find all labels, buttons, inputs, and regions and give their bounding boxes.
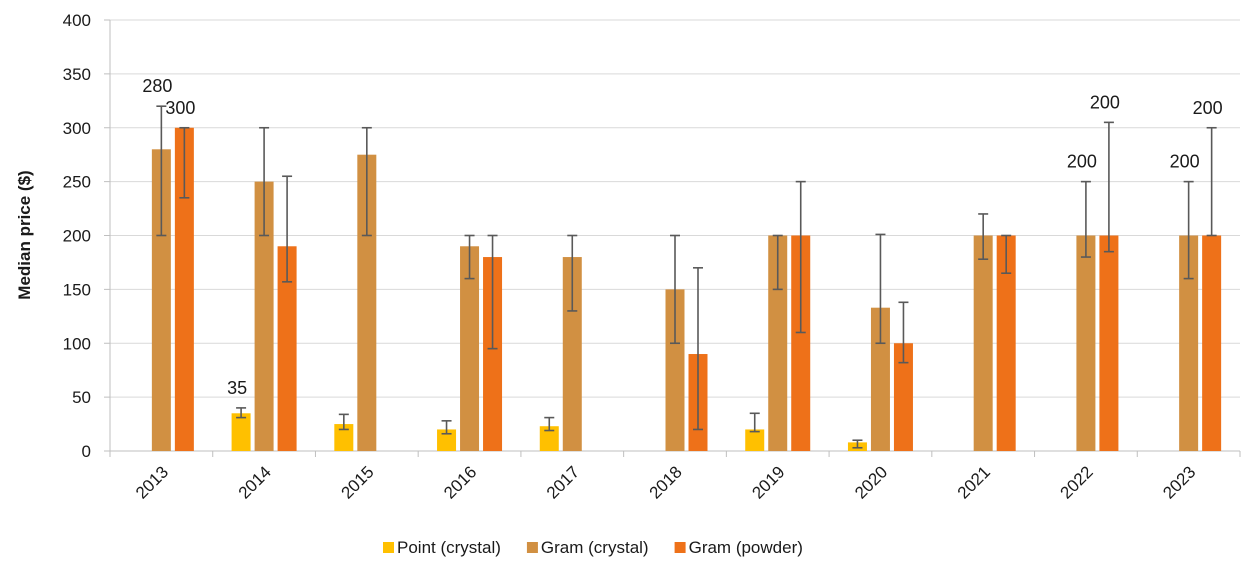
- bar: [893, 343, 913, 451]
- bar: [1179, 235, 1199, 451]
- bar: [1099, 235, 1119, 451]
- bar: [996, 235, 1016, 451]
- y-tick-label: 250: [63, 173, 91, 192]
- data-label: 200: [1067, 152, 1097, 172]
- bar: [334, 424, 354, 451]
- bar: [151, 149, 171, 452]
- bar: [437, 429, 457, 451]
- x-tick-label: 2015: [337, 462, 377, 502]
- bar: [231, 413, 251, 451]
- bar: [277, 246, 297, 451]
- data-label: 300: [165, 98, 195, 118]
- legend-label: Gram (powder): [689, 538, 803, 557]
- x-tick-label: 2020: [851, 462, 891, 502]
- legend-swatch: [526, 542, 538, 553]
- data-label: 35: [227, 378, 247, 398]
- x-tick-label: 2019: [748, 462, 788, 502]
- data-label: 200: [1193, 98, 1223, 118]
- axes: 0 50 100 150 200 250 300 350 400 2013 2014 2015 2016…: [63, 11, 1241, 503]
- bar: [483, 257, 503, 451]
- legend: Point (crystal) Gram (crystal) Gram (powde…: [383, 538, 803, 557]
- x-tick-label: 2023: [1159, 462, 1199, 502]
- bar: [1076, 235, 1096, 451]
- x-tick-label: 2016: [440, 462, 480, 502]
- y-tick-label: 50: [72, 388, 91, 407]
- x-tick-label: 2018: [646, 462, 686, 502]
- legend-swatch: [383, 542, 394, 553]
- legend-swatch: [674, 542, 686, 553]
- bar: [562, 257, 582, 451]
- bar: [357, 154, 377, 451]
- bar: [539, 426, 559, 451]
- data-label: 200: [1090, 92, 1120, 112]
- bar: [973, 235, 993, 451]
- bar: [174, 127, 194, 451]
- data-label: 200: [1170, 152, 1200, 172]
- y-tick-label: 350: [63, 65, 91, 84]
- x-tick-label: 2013: [132, 462, 172, 502]
- y-tick-label: 300: [63, 119, 91, 138]
- x-tick-label: 2022: [1057, 462, 1097, 502]
- x-tick-label: 2014: [235, 462, 275, 502]
- x-tick-label: 2017: [543, 462, 583, 502]
- legend-label: Point (crystal): [397, 538, 501, 557]
- y-tick-label: 150: [63, 280, 91, 299]
- bars: [151, 127, 1222, 452]
- y-tick-label: 200: [63, 227, 91, 246]
- bar: [745, 429, 765, 451]
- y-tick-label: 100: [63, 334, 91, 353]
- y-tick-label: 0: [82, 442, 91, 461]
- bar: [791, 235, 811, 451]
- y-axis-title: Median price ($): [15, 170, 34, 299]
- y-tick-label: 400: [63, 11, 91, 30]
- bar: [1202, 235, 1222, 451]
- bar: [665, 289, 685, 451]
- x-tick-label: 2021: [954, 462, 994, 502]
- legend-label: Gram (crystal): [541, 538, 649, 557]
- data-label: 280: [142, 76, 172, 96]
- bar: [460, 246, 480, 451]
- bar: [254, 181, 274, 451]
- error-bars: [156, 105, 1217, 449]
